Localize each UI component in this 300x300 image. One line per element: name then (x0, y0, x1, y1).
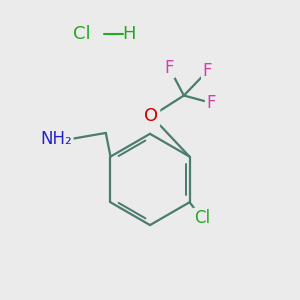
Text: F: F (203, 62, 212, 80)
Text: F: F (206, 94, 216, 112)
Text: NH₂: NH₂ (40, 130, 72, 148)
Text: Cl: Cl (194, 209, 211, 227)
Text: F: F (164, 58, 174, 76)
Text: H: H (123, 25, 136, 43)
Text: O: O (144, 107, 158, 125)
Text: Cl: Cl (74, 25, 91, 43)
